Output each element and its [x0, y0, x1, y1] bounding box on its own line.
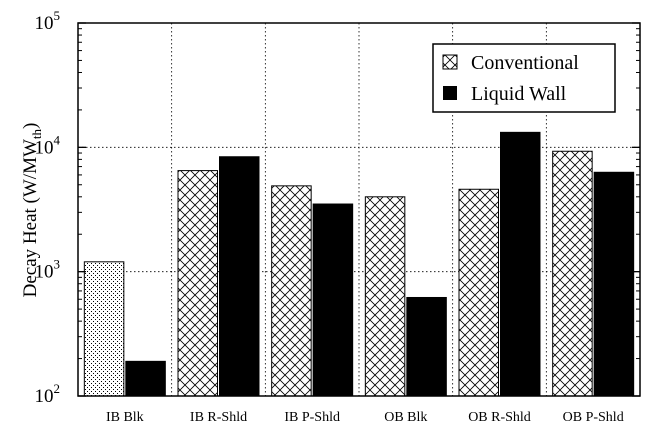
legend-label-liquid-wall: Liquid Wall: [471, 83, 567, 105]
x-tick-labels: IB Blk IB R-Shld IB P-Shld OB Blk OB R-Shld O…: [106, 410, 624, 425]
legend-box: [432, 43, 616, 113]
bar-liquid-wall-ib-p-shld: [312, 203, 354, 397]
axis-ticks: [78, 22, 640, 397]
y-axis-label: Decay Heat (W/MWth): [20, 123, 44, 298]
bar-liquid-wall-ob-p-shld: [593, 171, 635, 397]
bar-conventional-ob-blk: [364, 196, 406, 397]
y-tick-label: 102: [35, 381, 61, 407]
x-tick-label: OB R-Shld: [468, 410, 531, 425]
y-axis-label-subscript: th: [29, 128, 44, 139]
y-tick-label: 103: [35, 257, 61, 283]
legend-swatch-liquid-wall: [443, 86, 457, 100]
grid-lines: [78, 23, 640, 396]
bar-liquid-wall-ob-r-shld: [500, 131, 541, 397]
bar-conventional-ib-p-shld: [271, 185, 312, 397]
bar-conventional-ob-r-shld: [458, 188, 499, 397]
bar-conventional-ib-r-shld: [177, 170, 218, 397]
bar-liquid-wall-ib-blk: [125, 360, 166, 397]
bar-liquid-wall-ib-r-shld: [219, 156, 260, 397]
bar-conventional-ib-blk: [83, 261, 125, 397]
x-tick-label: IB Blk: [106, 410, 144, 425]
y-tick-label: 104: [35, 132, 61, 158]
y-tick-label: 105: [35, 8, 61, 34]
x-tick-label: IB R-Shld: [190, 410, 247, 425]
legend-label-conventional: Conventional: [471, 52, 579, 74]
bar-liquid-wall-ob-blk: [406, 296, 447, 397]
x-tick-label: OB P-Shld: [563, 410, 624, 425]
legend-swatch-conventional: [442, 54, 458, 70]
bar-conventional-ob-p-shld: [552, 150, 593, 397]
y-axis-label-close: ): [20, 123, 41, 129]
plot-frame: [77, 22, 641, 397]
legend: Conventional Liquid Wall: [432, 43, 616, 113]
x-tick-label: OB Blk: [384, 410, 427, 425]
x-tick-label: IB P-Shld: [284, 410, 340, 425]
y-tick-labels: 102 103 104 105: [35, 8, 61, 407]
